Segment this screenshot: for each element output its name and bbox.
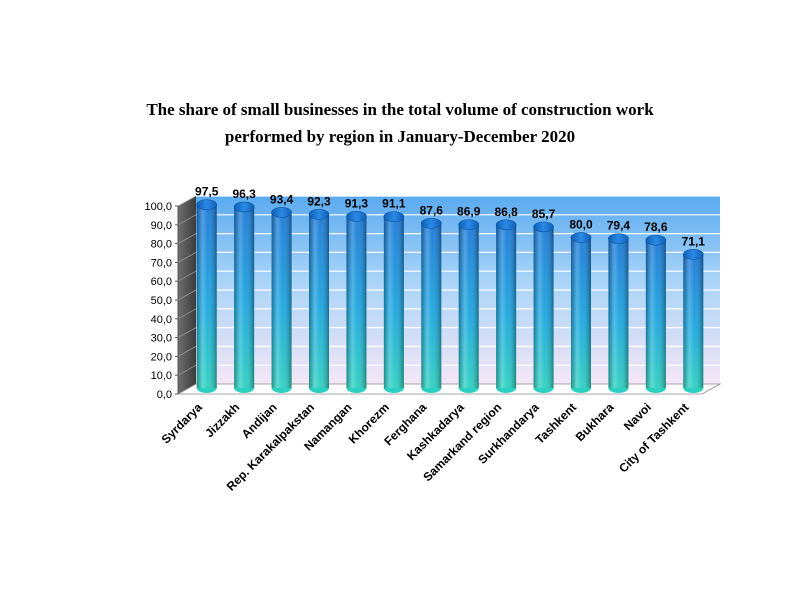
y-tick-label: 0,0	[157, 389, 172, 401]
bar-cap	[346, 211, 367, 222]
gridline-side	[177, 252, 197, 263]
y-tick-label: 40,0	[151, 314, 172, 326]
bar-shading	[346, 216, 367, 388]
bar-cap	[383, 211, 405, 223]
data-label: 78,6	[644, 220, 668, 234]
data-label: 79,4	[607, 219, 631, 233]
bar-shading	[196, 204, 217, 388]
bar-cap	[308, 209, 330, 220]
y-tick-label: 50,0	[151, 295, 172, 307]
bar-shading	[234, 206, 255, 388]
data-label: 91,3	[345, 196, 369, 210]
x-tick-label: City of Tashkent	[616, 400, 691, 475]
y-tick-label: 30,0	[151, 333, 172, 345]
x-tick-label: Bukhara	[573, 400, 617, 444]
y-tick-label: 70,0	[151, 257, 172, 269]
gridline-side	[177, 327, 197, 338]
bar-cap	[233, 201, 255, 213]
gridline-side	[177, 364, 197, 376]
bar-shading	[571, 237, 591, 388]
bar-shading	[383, 216, 404, 388]
x-tick-label: Tashkent	[533, 400, 580, 447]
x-tick-label: Navoi	[621, 400, 654, 433]
gridline-side	[177, 346, 197, 357]
data-label: 96,3	[232, 187, 256, 201]
gridline-side	[177, 308, 197, 320]
y-tick-label: 10,0	[151, 370, 172, 382]
bar-cap	[682, 249, 704, 260]
gridline-side	[177, 195, 197, 207]
data-label: 86,8	[494, 205, 518, 219]
chart-floor	[176, 383, 722, 395]
data-label: 93,4	[270, 192, 294, 206]
chart-title-line-1: The share of small businesses in the tot…	[146, 100, 654, 119]
data-label: 86,9	[457, 205, 481, 219]
bar-shading	[309, 214, 329, 388]
bar-cap	[533, 221, 554, 233]
bar-shading	[421, 223, 442, 388]
data-label: 97,5	[195, 185, 219, 199]
data-label: 85,7	[532, 207, 556, 221]
x-tick-label: Syrdarya	[159, 400, 205, 446]
bar-cap	[196, 199, 218, 210]
bar-cap	[420, 218, 442, 229]
gridline-side	[177, 233, 197, 244]
bar-cap	[495, 219, 517, 231]
data-label: 80,0	[569, 218, 593, 232]
data-label: 71,1	[682, 234, 706, 248]
bar-shading	[683, 254, 704, 388]
y-tick-label: 100,0	[144, 201, 172, 213]
chart-title: The share of small businesses in the tot…	[0, 96, 800, 150]
bar-cap	[608, 233, 629, 245]
gridline-side	[177, 270, 197, 282]
bar-shading	[496, 224, 517, 388]
gridline-side	[177, 214, 197, 226]
y-tick-label: 20,0	[151, 351, 172, 363]
bar-shading	[533, 226, 554, 388]
bar-cap	[645, 234, 667, 246]
gridline-side	[177, 289, 197, 301]
data-label: 91,1	[382, 197, 406, 211]
y-tick-label: 80,0	[151, 239, 172, 251]
y-tick-label: 60,0	[151, 276, 172, 288]
bar-shading	[271, 212, 292, 388]
data-label: 92,3	[307, 194, 331, 208]
bar-cap	[570, 232, 592, 243]
bar-cap	[458, 219, 480, 230]
data-label: 87,6	[420, 203, 444, 217]
bar-shading	[458, 224, 479, 388]
bar-shading	[645, 240, 666, 388]
x-tick-label: Jizzakh	[202, 400, 242, 440]
bar-cap	[271, 207, 292, 218]
bar-shading	[608, 238, 629, 388]
y-tick-label: 90,0	[151, 220, 172, 232]
chart-title-line-2: performed by region in January-December …	[224, 127, 576, 146]
